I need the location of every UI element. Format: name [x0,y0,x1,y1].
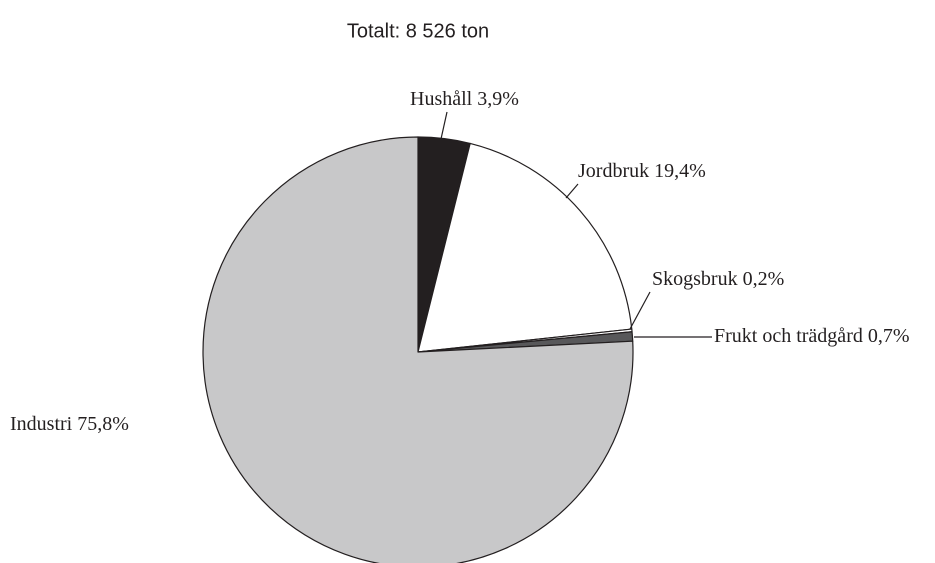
slice-label: Industri 75,8% [10,413,129,435]
category-label: Jordbruk [578,160,649,182]
value-label: 19,4% [654,160,706,182]
leader-line [629,291,651,330]
slice-label: Frukt och trädgård 0,7% [714,325,910,347]
category-label: Hushåll [410,88,473,110]
chart-title: Totalt: 8 526 ton [347,20,489,42]
value-label: 75,8% [77,413,129,435]
pie-slice [417,142,633,353]
leader-line [440,111,448,140]
value-label: 0,2% [743,268,785,290]
slice-label: Hushåll 3,9% [410,88,519,110]
leader-line [565,183,579,199]
category-label: Industri [10,413,73,435]
slice-label: Jordbruk 19,4% [578,160,706,182]
value-label: 0,7% [868,325,910,347]
category-label: Skogsbruk [652,268,738,290]
slice-label: Skogsbruk 0,2% [652,268,784,290]
value-label: 3,9% [477,88,519,110]
category-label: Frukt och trädgård [714,325,863,347]
pie-slice [202,136,634,563]
